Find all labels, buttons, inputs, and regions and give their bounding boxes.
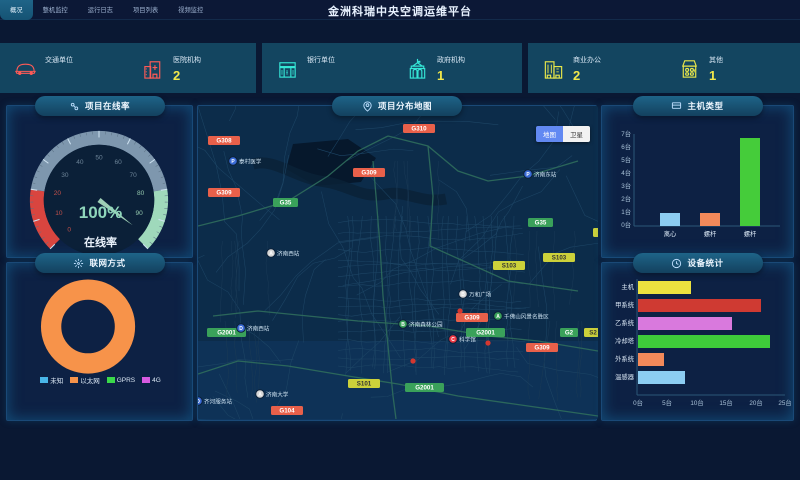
svg-text:30: 30 bbox=[61, 172, 69, 179]
svg-text:G310: G310 bbox=[411, 126, 427, 133]
svg-text:泰村医学: 泰村医学 bbox=[239, 157, 262, 165]
svg-text:A: A bbox=[258, 392, 262, 398]
svg-text:20: 20 bbox=[54, 190, 62, 197]
svg-text:10台: 10台 bbox=[690, 398, 703, 407]
svg-text:G309: G309 bbox=[216, 190, 232, 197]
svg-text:济南西站: 济南西站 bbox=[277, 249, 300, 257]
svg-text:6台: 6台 bbox=[621, 142, 631, 151]
svg-text:乙系统: 乙系统 bbox=[615, 318, 635, 327]
svg-text:G104: G104 bbox=[279, 408, 295, 415]
svg-text:G2: G2 bbox=[565, 330, 574, 337]
svg-text:G2001: G2001 bbox=[217, 330, 236, 337]
svg-text:G35: G35 bbox=[535, 220, 547, 227]
svg-text:G35: G35 bbox=[280, 200, 292, 207]
svg-text:G2001: G2001 bbox=[415, 385, 434, 392]
svg-text:20台: 20台 bbox=[749, 398, 762, 407]
svg-text:温感器: 温感器 bbox=[615, 372, 635, 381]
svg-text:科学馆: 科学馆 bbox=[459, 335, 476, 343]
svg-text:A: A bbox=[269, 251, 273, 257]
svg-text:3台: 3台 bbox=[621, 181, 631, 190]
svg-text:冷却塔: 冷却塔 bbox=[615, 336, 635, 345]
svg-text:C: C bbox=[451, 337, 455, 343]
svg-text:5台: 5台 bbox=[621, 155, 631, 164]
svg-text:4台: 4台 bbox=[621, 168, 631, 177]
svg-text:G309: G309 bbox=[361, 170, 377, 177]
svg-text:螺杆: 螺杆 bbox=[744, 229, 757, 238]
svg-text:G309: G309 bbox=[464, 315, 480, 322]
svg-text:15台: 15台 bbox=[719, 398, 732, 407]
svg-text:B: B bbox=[461, 292, 465, 298]
svg-text:甲系统: 甲系统 bbox=[615, 300, 635, 309]
svg-text:S101: S101 bbox=[357, 381, 372, 388]
svg-text:0台: 0台 bbox=[621, 220, 631, 229]
svg-text:S103: S103 bbox=[502, 263, 517, 270]
svg-text:B: B bbox=[401, 322, 405, 328]
svg-text:0: 0 bbox=[67, 227, 71, 234]
svg-text:25台: 25台 bbox=[778, 398, 791, 407]
svg-text:离心: 离心 bbox=[664, 229, 677, 238]
svg-text:G2001: G2001 bbox=[476, 330, 495, 337]
svg-text:主机: 主机 bbox=[621, 282, 634, 291]
svg-text:济南大学: 济南大学 bbox=[266, 390, 289, 398]
svg-text:千佛山风景名胜区: 千佛山风景名胜区 bbox=[504, 312, 549, 320]
svg-text:A: A bbox=[496, 314, 500, 320]
svg-text:5台: 5台 bbox=[662, 398, 672, 407]
svg-text:D: D bbox=[239, 326, 243, 332]
svg-text:G309: G309 bbox=[534, 345, 550, 352]
svg-text:50: 50 bbox=[95, 155, 103, 162]
svg-text:齐河服务站: 齐河服务站 bbox=[204, 397, 232, 405]
svg-text:万和广场: 万和广场 bbox=[469, 290, 492, 298]
svg-text:0台: 0台 bbox=[633, 398, 643, 407]
svg-text:80: 80 bbox=[137, 190, 145, 197]
svg-text:S103: S103 bbox=[552, 255, 567, 262]
svg-text:7台: 7台 bbox=[621, 129, 631, 138]
svg-text:济南西站: 济南西站 bbox=[247, 324, 270, 332]
svg-text:螺杆: 螺杆 bbox=[704, 229, 717, 238]
svg-text:60: 60 bbox=[115, 159, 123, 166]
svg-text:S2: S2 bbox=[589, 330, 597, 337]
svg-text:外系统: 外系统 bbox=[615, 354, 635, 363]
svg-text:70: 70 bbox=[129, 172, 137, 179]
svg-text:2台: 2台 bbox=[621, 194, 631, 203]
svg-text:G308: G308 bbox=[216, 138, 232, 145]
svg-text:1台: 1台 bbox=[621, 207, 631, 216]
svg-text:40: 40 bbox=[76, 159, 84, 166]
svg-text:济南东站: 济南东站 bbox=[534, 170, 557, 178]
svg-text:济南森林公园: 济南森林公园 bbox=[409, 320, 443, 328]
